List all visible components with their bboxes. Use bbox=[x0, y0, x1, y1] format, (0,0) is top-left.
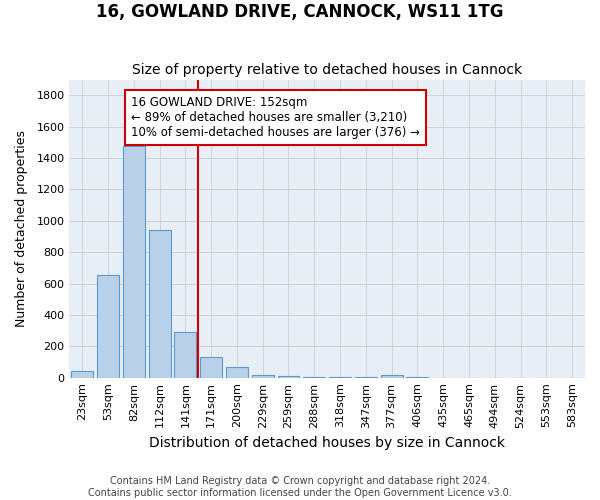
Bar bbox=[123, 146, 145, 378]
Text: 16, GOWLAND DRIVE, CANNOCK, WS11 1TG: 16, GOWLAND DRIVE, CANNOCK, WS11 1TG bbox=[96, 2, 504, 21]
Title: Size of property relative to detached houses in Cannock: Size of property relative to detached ho… bbox=[132, 63, 522, 77]
Bar bbox=[149, 230, 170, 378]
Bar bbox=[278, 376, 299, 378]
Bar bbox=[406, 377, 428, 378]
Bar bbox=[355, 377, 377, 378]
Bar bbox=[304, 377, 325, 378]
Text: 16 GOWLAND DRIVE: 152sqm
← 89% of detached houses are smaller (3,210)
10% of sem: 16 GOWLAND DRIVE: 152sqm ← 89% of detach… bbox=[131, 96, 420, 139]
Bar bbox=[252, 374, 274, 378]
Bar bbox=[97, 275, 119, 378]
Bar bbox=[200, 358, 222, 378]
Bar bbox=[380, 376, 403, 378]
Y-axis label: Number of detached properties: Number of detached properties bbox=[15, 130, 28, 327]
Bar bbox=[175, 332, 196, 378]
Bar bbox=[71, 372, 93, 378]
Text: Contains HM Land Registry data © Crown copyright and database right 2024.
Contai: Contains HM Land Registry data © Crown c… bbox=[88, 476, 512, 498]
Bar bbox=[226, 368, 248, 378]
Bar bbox=[329, 377, 351, 378]
X-axis label: Distribution of detached houses by size in Cannock: Distribution of detached houses by size … bbox=[149, 436, 505, 450]
